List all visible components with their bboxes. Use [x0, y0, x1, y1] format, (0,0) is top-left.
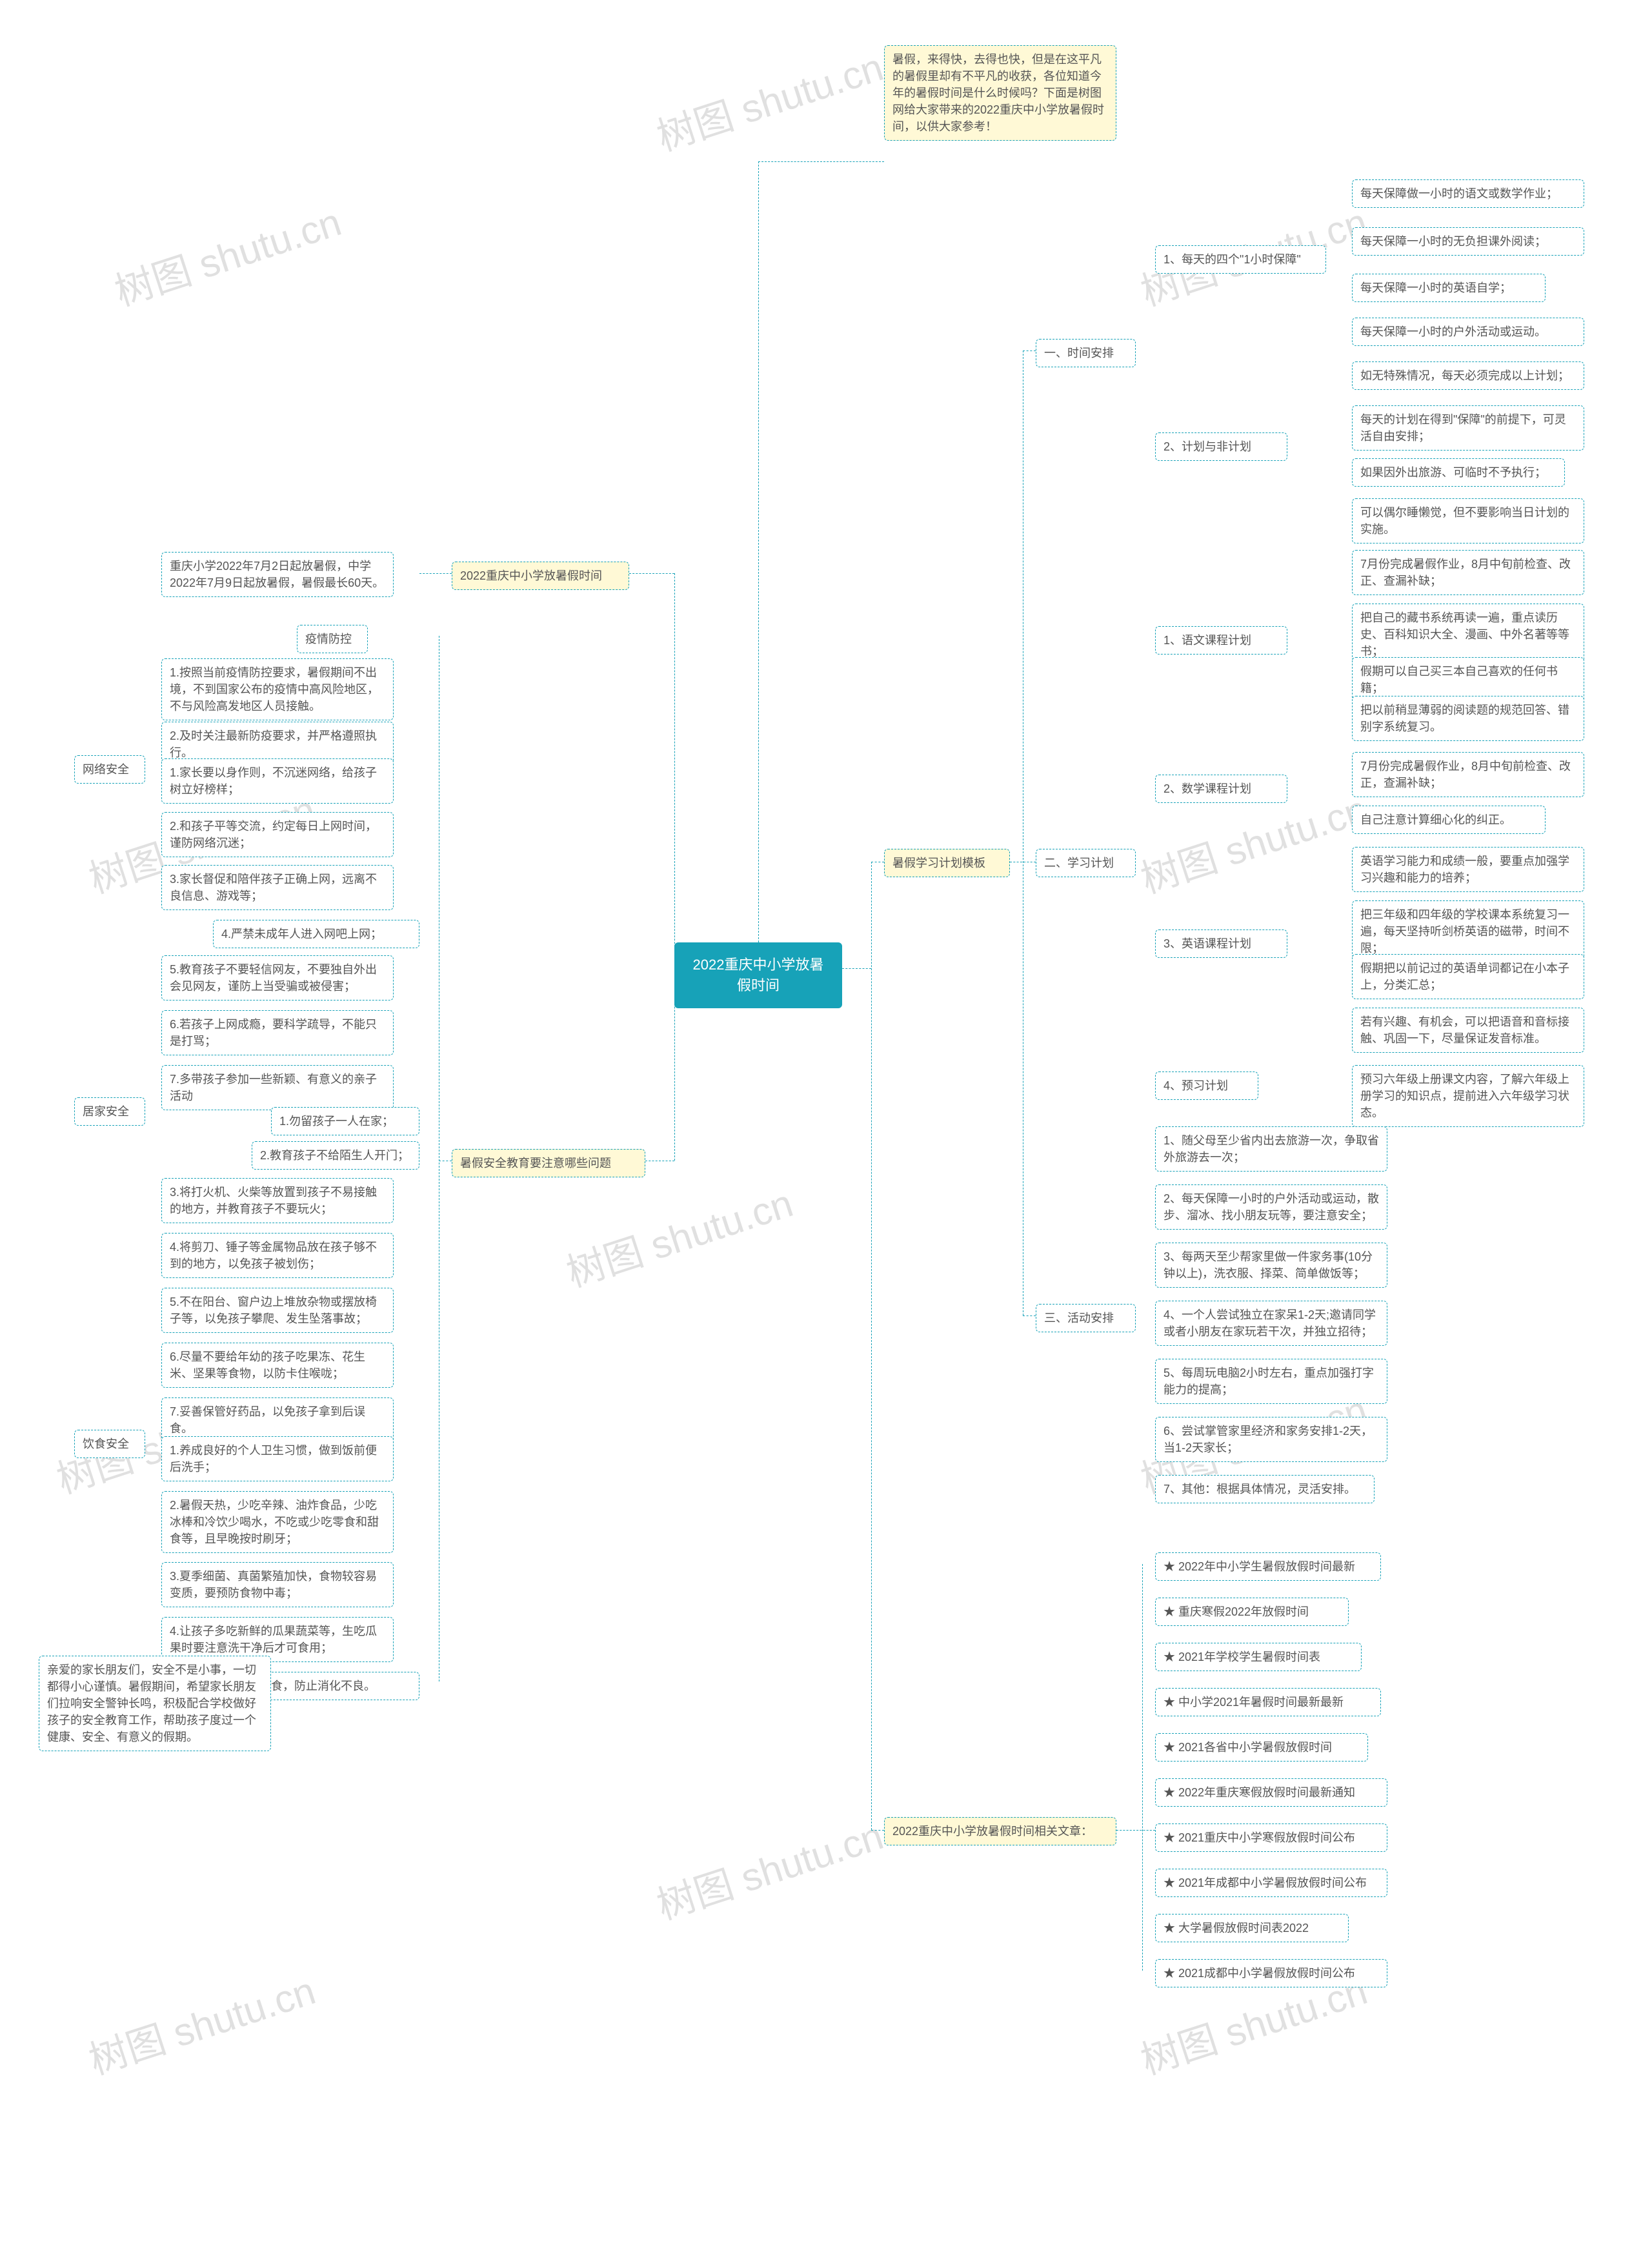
right1-sec2b-1: 自己注意计算细心化的纠正。 [1352, 806, 1546, 834]
right2-link-9[interactable]: ★ 2021成都中小学暑假放假时间公布 [1155, 1959, 1387, 1987]
right1-sec1b-0: 如无特殊情况，每天必须完成以上计划； [1352, 361, 1584, 390]
left2-jujia-0: 1.勿留孩子一人在家； [271, 1107, 419, 1135]
right2-link-1[interactable]: ★ 重庆寒假2022年放假时间 [1155, 1598, 1349, 1626]
connector [758, 161, 884, 162]
left1-leaf: 重庆小学2022年7月2日起放暑假，中学2022年7月9日起放暑假，暑假最长60… [161, 552, 394, 597]
connector [674, 573, 675, 1161]
right1-title: 暑假学习计划模板 [884, 849, 1010, 877]
left2-wangluo-6: 7.多带孩子参加一些新颖、有意义的亲子活动 [161, 1065, 394, 1110]
connector [1116, 1830, 1155, 1831]
right2-link-5[interactable]: ★ 2022年重庆寒假放假时间最新通知 [1155, 1778, 1387, 1807]
right1-sec2c-2: 假期把以前记过的英语单词都记在小本子上，分类汇总； [1352, 954, 1584, 999]
left2-wangluo-0: 1.家长要以身作则，不沉迷网络，给孩子树立好榜样； [161, 758, 394, 804]
right1-sec1a-2: 每天保障一小时的英语自学； [1352, 274, 1546, 302]
right1-sec2-title: 二、学习计划 [1036, 849, 1136, 877]
connector [629, 573, 674, 574]
right1-sec2a-3: 把以前稍显薄弱的阅读题的规范回答、错别字系统复习。 [1352, 696, 1584, 741]
left2-yinshi-2: 3.夏季细菌、真菌繁殖加快，食物较容易变质，要预防食物中毒； [161, 1562, 394, 1607]
left2-jujia-2: 3.将打火机、火柴等放置到孩子不易接触的地方，并教育孩子不要玩火； [161, 1178, 394, 1223]
watermark: 树图 shutu.cn [649, 1805, 889, 1931]
left2-jujia-1: 2.教育孩子不给陌生人开门； [252, 1141, 419, 1170]
connector [871, 862, 872, 1830]
watermark: 树图 shutu.cn [558, 1172, 799, 1298]
left2-ending: 亲爱的家长朋友们，安全不是小事，一切都得小心谨慎。暑假期间，希望家长朋友们拉响安… [39, 1656, 271, 1751]
intro-note: 暑假，来得快，去得也快，但是在这平凡的暑假里却有不平凡的收获，各位知道今年的暑假… [884, 45, 1116, 141]
left2-yiqing-0: 1.按照当前疫情防控要求，暑假期间不出境，不到国家公布的疫情中高风险地区，不与风… [161, 658, 394, 720]
right1-sec3-title: 三、活动安排 [1036, 1304, 1136, 1332]
connector [419, 573, 452, 574]
right1-sec1a-1: 每天保障一小时的无负担课外阅读； [1352, 227, 1584, 256]
connector [1142, 1564, 1143, 1971]
left2-jujia-4: 5.不在阳台、窗户边上堆放杂物或摆放椅子等，以免孩子攀爬、发生坠落事故； [161, 1288, 394, 1333]
right1-sec3-4: 5、每周玩电脑2小时左右，重点加强打字能力的提高； [1155, 1359, 1387, 1404]
right1-sec1b-2: 如果因外出旅游、可临时不予执行； [1352, 458, 1565, 487]
left2-wangluo-2: 3.家长督促和陪伴孩子正确上网，远离不良信息、游戏等； [161, 865, 394, 910]
watermark: 树图 shutu.cn [649, 36, 889, 162]
right1-sec2c-title: 3、英语课程计划 [1155, 929, 1287, 958]
watermark: 树图 shutu.cn [81, 1960, 321, 2086]
right2-link-6[interactable]: ★ 2021重庆中小学寒假放假时间公布 [1155, 1823, 1387, 1852]
right1-sec3-5: 6、尝试掌管家里经济和家务安排1-2天，当1-2天家长； [1155, 1417, 1387, 1462]
right2-link-2[interactable]: ★ 2021年学校学生暑假时间表 [1155, 1643, 1362, 1671]
connector [1023, 350, 1036, 351]
right1-sec2c-3: 若有兴趣、有机会，可以把语音和音标接触、巩固一下，尽量保证发音标准。 [1352, 1008, 1584, 1053]
right1-sec2a-0: 7月份完成暑假作业，8月中旬前检查、改正、查漏补缺； [1352, 550, 1584, 595]
right2-link-0[interactable]: ★ 2022年中小学生暑假放假时间最新 [1155, 1552, 1381, 1581]
right1-sec1-title: 一、时间安排 [1036, 339, 1136, 367]
right1-sec2b-title: 2、数学课程计划 [1155, 775, 1287, 803]
left2-wangluo-5: 6.若孩子上网成瘾，要科学疏导，不能只是打骂； [161, 1010, 394, 1055]
connector [1023, 1315, 1036, 1316]
left2-jujia-3: 4.将剪刀、锤子等金属物品放在孩子够不到的地方，以免孩子被划伤； [161, 1233, 394, 1278]
right1-sec3-2: 3、每两天至少帮家里做一件家务事(10分钟以上)，洗衣服、择菜、简单做饭等； [1155, 1243, 1387, 1288]
right1-sec1b-3: 可以偶尔睡懒觉，但不要影响当日计划的实施。 [1352, 498, 1584, 543]
left2-wangluo-1: 2.和孩子平等交流，约定每日上网时间，谨防网络沉迷； [161, 812, 394, 857]
right1-sec2d-title: 4、预习计划 [1155, 1072, 1258, 1100]
left2-yinshi-0: 1.养成良好的个人卫生习惯，做到饭前便后洗手； [161, 1436, 394, 1481]
root-node: 2022重庆中小学放暑假时间 [674, 942, 842, 1008]
left2-yinshi-title: 饮食安全 [74, 1430, 145, 1458]
mindmap-canvas: { "canvas": { "width": 2560, "height": 3… [0, 0, 1652, 2265]
right2-link-4[interactable]: ★ 2021各省中小学暑假放假时间 [1155, 1733, 1368, 1762]
right1-sec3-1: 2、每天保障一小时的户外活动或运动，散步、溜冰、找小朋友玩等，要注意安全； [1155, 1184, 1387, 1230]
right2-link-7[interactable]: ★ 2021年成都中小学暑假放假时间公布 [1155, 1869, 1387, 1897]
right1-sec2a-1: 把自己的藏书系统再读一遍，重点读历史、百科知识大全、漫画、中外名著等等书； [1352, 604, 1584, 665]
right2-title: 2022重庆中小学放暑假时间相关文章： [884, 1817, 1116, 1845]
right1-sec3-6: 7、其他：根据具体情况，灵活安排。 [1155, 1475, 1375, 1503]
right1-sec2a-title: 1、语文课程计划 [1155, 626, 1287, 655]
watermark: 树图 shutu.cn [106, 191, 347, 317]
right1-sec1b-1: 每天的计划在得到"保障"的前提下，可灵活自由安排； [1352, 405, 1584, 451]
right1-sec3-3: 4、一个人尝试独立在家呆1-2天;邀请同学或者小朋友在家玩若干次，并独立招待； [1155, 1301, 1387, 1346]
right2-link-8[interactable]: ★ 大学暑假放假时间表2022 [1155, 1914, 1349, 1942]
right1-sec1a-3: 每天保障一小时的户外活动或运动。 [1352, 318, 1584, 346]
right2-link-3[interactable]: ★ 中小学2021年暑假时间最新最新 [1155, 1688, 1381, 1716]
connector [871, 1830, 884, 1831]
connector [842, 968, 871, 969]
right1-sec2b-0: 7月份完成暑假作业，8月中旬前检查、改正，查漏补缺； [1352, 752, 1584, 797]
right1-sec3-0: 1、随父母至少省内出去旅游一次，争取省外旅游去一次； [1155, 1126, 1387, 1172]
left2-jujia-title: 居家安全 [74, 1097, 145, 1126]
left2-wangluo-3: 4.严禁未成年人进入网吧上网； [213, 920, 419, 948]
right1-sec1a-title: 1、每天的四个"1小时保障" [1155, 245, 1326, 274]
right1-sec1a-0: 每天保障做一小时的语文或数学作业； [1352, 179, 1584, 208]
left2-title: 暑假安全教育要注意哪些问题 [452, 1149, 645, 1177]
left2-wangluo-title: 网络安全 [74, 755, 145, 784]
right1-sec2c-1: 把三年级和四年级的学校课本系统复习一遍，每天坚持听剑桥英语的磁带，时间不限； [1352, 900, 1584, 962]
left2-jujia-5: 6.尽量不要给年幼的孩子吃果冻、花生米、坚果等食物，以防卡住喉咙； [161, 1343, 394, 1388]
left2-yinshi-1: 2.暑假天热，少吃辛辣、油炸食品，少吃冰棒和冷饮少喝水，不吃或少吃零食和甜食等，… [161, 1491, 394, 1553]
right1-sec2c-0: 英语学习能力和成绩一般，要重点加强学习兴趣和能力的培养； [1352, 847, 1584, 892]
left2-wangluo-4: 5.教育孩子不要轻信网友，不要独自外出会见网友，谨防上当受骗或被侵害； [161, 955, 394, 1000]
right1-sec1b-title: 2、计划与非计划 [1155, 432, 1287, 461]
left2-yiqing-title: 疫情防控 [297, 625, 368, 653]
right1-sec2d-leaf: 预习六年级上册课文内容，了解六年级上册学习的知识点，提前进入六年级学习状态。 [1352, 1065, 1584, 1127]
left1-title: 2022重庆中小学放暑假时间 [452, 562, 629, 590]
connector [758, 161, 759, 942]
